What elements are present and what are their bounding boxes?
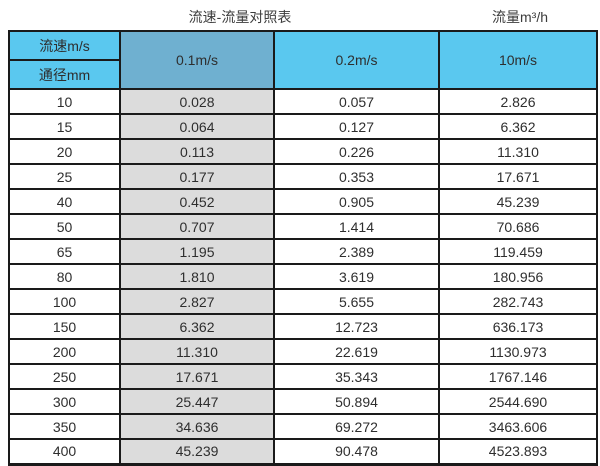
table-row: 400 45.239 90.478 4523.893 [8,438,598,465]
flow-value-cell: 0.177 [119,163,275,190]
table-row: 250 17.671 35.343 1767.146 [8,363,598,390]
flow-value-cell: 2.826 [438,88,598,115]
flow-value-cell: 5.655 [273,288,440,315]
flow-value-cell: 69.272 [273,413,440,440]
flow-value-cell: 17.671 [438,163,598,190]
column-header-0-2ms: 0.2m/s [273,30,440,90]
flow-value-cell: 0.113 [119,138,275,165]
table-row: 40 0.452 0.905 45.239 [8,188,598,215]
table-header: 流速m/s 通径mm 0.1m/s 0.2m/s 10m/s [8,30,598,90]
flow-value-cell: 11.310 [438,138,598,165]
diameter-cell: 80 [8,263,121,290]
table-row: 300 25.447 50.894 2544.690 [8,388,598,415]
flow-value-cell: 0.226 [273,138,440,165]
diameter-cell: 400 [8,438,121,465]
flow-value-cell: 0.905 [273,188,440,215]
flow-value-cell: 11.310 [119,338,275,365]
flow-value-cell: 180.956 [438,263,598,290]
flow-value-cell: 3.619 [273,263,440,290]
corner-split: 流速m/s 通径mm [11,33,118,87]
diameter-cell: 20 [8,138,121,165]
table-row: 80 1.810 3.619 180.956 [8,263,598,290]
flow-value-cell: 282.743 [438,288,598,315]
flow-value-cell: 636.173 [438,313,598,340]
corner-cell: 流速m/s 通径mm [8,30,121,90]
table-row: 10 0.028 0.057 2.826 [8,88,598,115]
flow-value-cell: 17.671 [119,363,275,390]
diameter-cell: 10 [8,88,121,115]
flow-value-cell: 22.619 [273,338,440,365]
diameter-cell: 100 [8,288,121,315]
flow-value-cell: 0.064 [119,113,275,140]
diameter-cell: 65 [8,238,121,265]
table-row: 25 0.177 0.353 17.671 [8,163,598,190]
flow-value-cell: 4523.893 [438,438,598,465]
header-row: 流速m/s 通径mm 0.1m/s 0.2m/s 10m/s [8,30,598,90]
flow-value-cell: 6.362 [438,113,598,140]
flow-value-cell: 0.127 [273,113,440,140]
flow-value-cell: 12.723 [273,313,440,340]
table-row: 50 0.707 1.414 70.686 [8,213,598,240]
flow-value-cell: 50.894 [273,388,440,415]
diameter-cell: 200 [8,338,121,365]
velocity-axis-label: 流速m/s [11,33,118,61]
flow-value-cell: 1767.146 [438,363,598,390]
flow-value-cell: 1.810 [119,263,275,290]
table-row: 100 2.827 5.655 282.743 [8,288,598,315]
flow-unit-label: 流量m³/h [492,9,548,25]
table-row: 20 0.113 0.226 11.310 [8,138,598,165]
flow-value-cell: 0.353 [273,163,440,190]
flow-value-cell: 119.459 [438,238,598,265]
flow-value-cell: 0.452 [119,188,275,215]
column-header-0-1ms: 0.1m/s [119,30,275,90]
table-body: 10 0.028 0.057 2.826 15 0.064 0.127 6.362 20 0.11… [8,88,598,465]
table-row: 15 0.064 0.127 6.362 [8,113,598,140]
diameter-cell: 40 [8,188,121,215]
diameter-cell: 50 [8,213,121,240]
flow-value-cell: 2544.690 [438,388,598,415]
diameter-cell: 25 [8,163,121,190]
diameter-axis-label: 通径mm [38,66,91,83]
table-row: 200 11.310 22.619 1130.973 [8,338,598,365]
flow-value-cell: 3463.606 [438,413,598,440]
flow-value-cell: 1.414 [273,213,440,240]
flow-value-cell: 1.195 [119,238,275,265]
table-row: 150 6.362 12.723 636.173 [8,313,598,340]
flow-value-cell: 34.636 [119,413,275,440]
diameter-cell: 300 [8,388,121,415]
diameter-cell: 15 [8,113,121,140]
title-bar: 流速-流量对照表 流量m³/h [0,0,600,30]
flow-value-cell: 25.447 [119,388,275,415]
flow-value-cell: 0.707 [119,213,275,240]
diameter-cell: 250 [8,363,121,390]
diameter-cell: 350 [8,413,121,440]
flow-value-cell: 2.389 [273,238,440,265]
flow-value-cell: 45.239 [119,438,275,465]
diameter-cell: 150 [8,313,121,340]
flow-velocity-table: 流速m/s 通径mm 0.1m/s 0.2m/s 10m/s 10 0.028 0.… [8,30,598,466]
flow-value-cell: 45.239 [438,188,598,215]
table-row: 65 1.195 2.389 119.459 [8,238,598,265]
flow-value-cell: 1130.973 [438,338,598,365]
flow-value-cell: 0.057 [273,88,440,115]
flow-value-cell: 2.827 [119,288,275,315]
page-title: 流速-流量对照表 [188,9,292,25]
flow-value-cell: 0.028 [119,88,275,115]
column-header-10ms: 10m/s [438,30,598,90]
flow-value-cell: 70.686 [438,213,598,240]
table-row: 350 34.636 69.272 3463.606 [8,413,598,440]
flow-value-cell: 35.343 [273,363,440,390]
flow-value-cell: 90.478 [273,438,440,465]
flow-value-cell: 6.362 [119,313,275,340]
